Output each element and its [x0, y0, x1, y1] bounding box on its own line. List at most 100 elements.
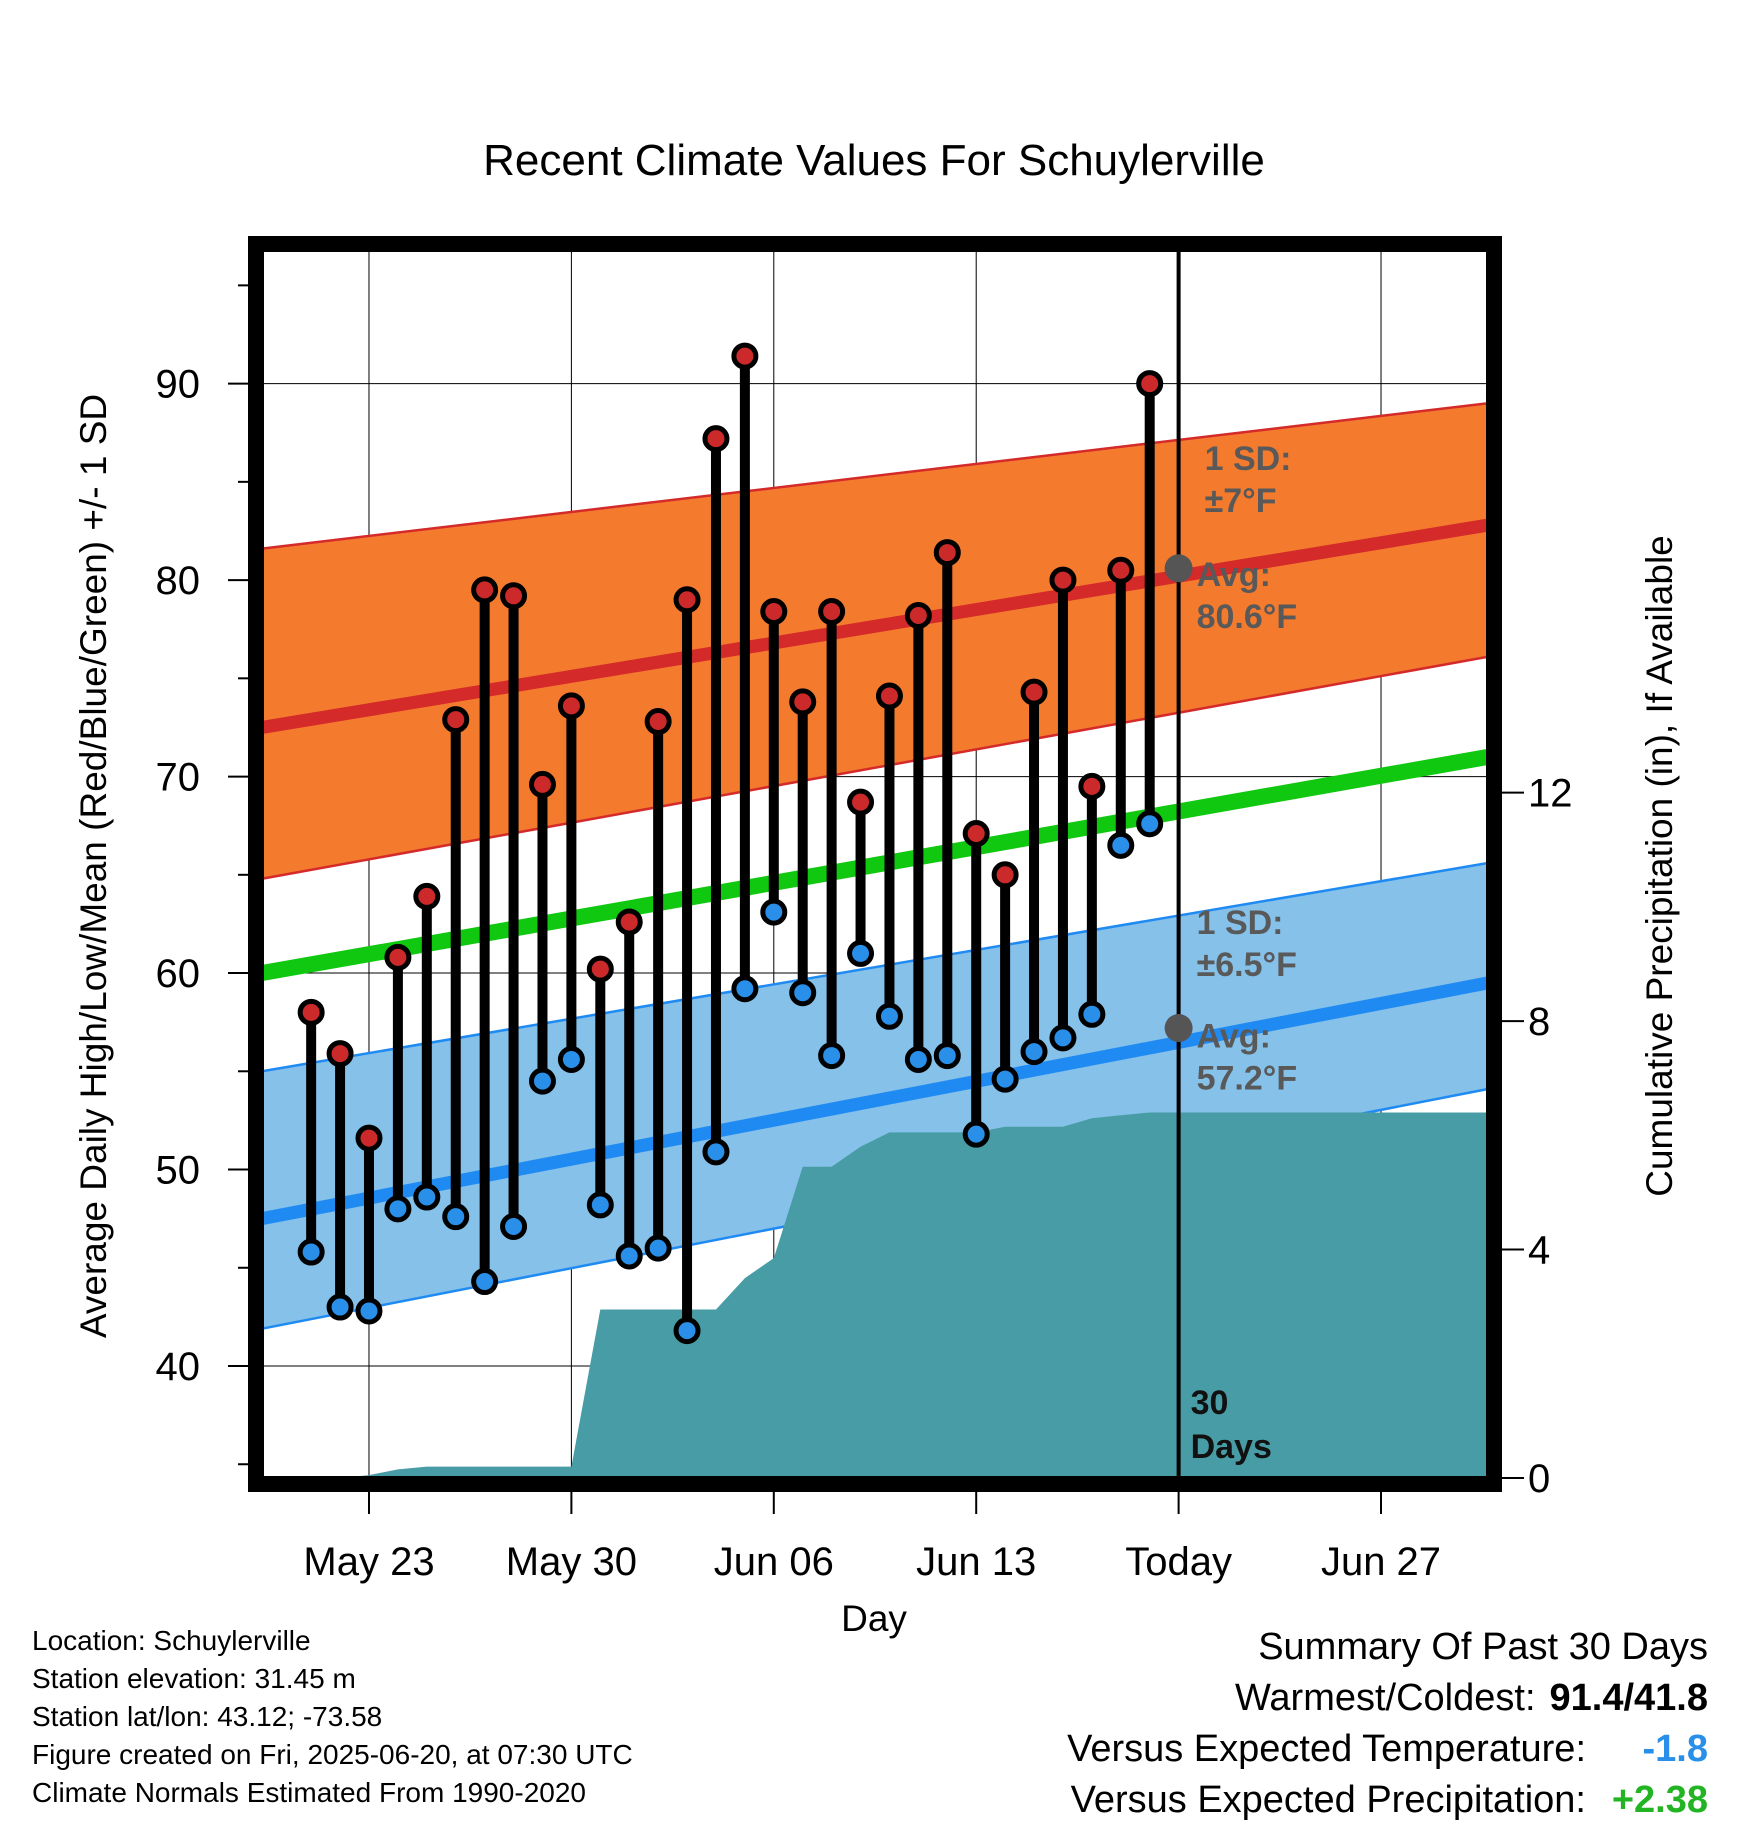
- chart-title: Recent Climate Values For Schuylerville: [483, 136, 1265, 185]
- y-tick-label-70: 70: [156, 756, 201, 800]
- precip-anomaly-value: +2.38: [1611, 1779, 1708, 1821]
- daily-low-point-2025-06-16: [1049, 1024, 1077, 1052]
- daily-low-point-2025-06-01: [615, 1242, 643, 1270]
- precip-anomaly-label: Versus Expected Precipitation:: [1070, 1779, 1586, 1821]
- daily-high-point-2025-06-13: [962, 820, 990, 848]
- low-sd-note: 1 SD: ±6.5°F: [1197, 904, 1297, 984]
- warmest-coldest-label: Warmest/Coldest:: [1234, 1677, 1536, 1719]
- daily-observations: [297, 342, 1164, 1345]
- warmest-coldest-value: 91.4/41.8: [1549, 1677, 1708, 1719]
- daily-high-point-2025-06-06: [760, 598, 788, 626]
- daily-low-point-2025-05-29: [528, 1067, 556, 1095]
- axes: 40 50 60 70 80 90 0 4 8 12 May 23 May 30 Jun 06 Jun 1…: [156, 236, 1573, 1584]
- daily-low-point-2025-05-23: [355, 1297, 383, 1325]
- daily-high-point-2025-05-25: [413, 882, 441, 910]
- y-tick-label-40: 40: [156, 1345, 201, 1389]
- daily-high-point-2025-05-30: [557, 692, 585, 720]
- daily-high-point-2025-06-12: [933, 539, 961, 567]
- y2-tick-label-4: 4: [1528, 1229, 1550, 1273]
- daily-low-point-2025-06-17: [1078, 1000, 1106, 1028]
- plot-frame: [248, 236, 1502, 1492]
- daily-high-point-2025-06-16: [1049, 566, 1077, 594]
- summary-title: Summary Of Past 30 Days: [1258, 1626, 1708, 1668]
- daily-high-point-2025-05-26: [442, 706, 470, 734]
- daily-high-point-2025-06-04: [702, 425, 730, 453]
- normal-high-avg-line: [260, 518, 1490, 734]
- daily-high-point-2025-06-03: [673, 586, 701, 614]
- daily-low-point-2025-06-02: [644, 1234, 672, 1262]
- precip-area: [340, 1112, 1489, 1478]
- daily-high-point-2025-06-18: [1107, 556, 1135, 584]
- normal-low-upper-sd-line: [261, 861, 1489, 1073]
- temp-anomaly-label: Versus Expected Temperature:: [1067, 1728, 1586, 1770]
- today-high-avg-point: [1164, 554, 1193, 583]
- daily-high-point-2025-06-10: [875, 682, 903, 710]
- normal-high-sd-band: [262, 403, 1488, 879]
- window-days-note: 30 Days: [1191, 1384, 1272, 1466]
- daily-low-point-2025-06-12: [933, 1042, 961, 1070]
- daily-high-point-2025-06-02: [644, 708, 672, 736]
- y-tick-label-90: 90: [156, 363, 201, 407]
- temp-anomaly-row: Versus Expected Temperature: -1.8: [1067, 1724, 1708, 1775]
- normal-mean-line: [260, 749, 1490, 981]
- y-tick-label-60: 60: [156, 952, 201, 996]
- cumulative-precip-area: [340, 1112, 1489, 1478]
- y2-tick-label-0: 0: [1528, 1457, 1550, 1501]
- station-info: Location: Schuylerville Station elevatio…: [32, 1622, 633, 1812]
- normal-high-upper-sd-line: [261, 402, 1489, 550]
- daily-low-point-2025-06-13: [962, 1120, 990, 1148]
- y-axis-label: Average Daily High/Low/Mean (Red/Blue/Gr…: [73, 394, 114, 1338]
- daily-high-point-2025-06-07: [789, 688, 817, 716]
- daily-low-point-2025-06-14: [991, 1065, 1019, 1093]
- x-tick-label-2: Jun 06: [714, 1540, 834, 1584]
- daily-low-point-2025-06-04: [702, 1138, 730, 1166]
- daily-low-point-2025-06-11: [904, 1045, 932, 1073]
- daily-low-point-2025-06-19: [1136, 810, 1164, 838]
- warmest-coldest-row: Warmest/Coldest: 91.4/41.8: [1067, 1673, 1708, 1724]
- daily-high-point-2025-06-01: [615, 908, 643, 936]
- daily-low-point-2025-06-10: [875, 1002, 903, 1030]
- normal-high-lower-sd-line: [261, 655, 1489, 880]
- daily-high-point-2025-05-31: [586, 955, 614, 983]
- daily-low-point-2025-05-25: [413, 1183, 441, 1211]
- daily-high-point-2025-06-11: [904, 601, 932, 629]
- x-tick-label-4: Today: [1125, 1540, 1232, 1584]
- daily-high-point-2025-05-24: [384, 943, 412, 971]
- daily-low-point-2025-05-31: [586, 1191, 614, 1219]
- daily-low-point-2025-05-27: [471, 1268, 499, 1296]
- daily-low-point-2025-05-26: [442, 1203, 470, 1231]
- daily-low-point-2025-06-03: [673, 1317, 701, 1345]
- daily-high-point-2025-05-23: [355, 1124, 383, 1152]
- daily-low-point-2025-06-05: [731, 975, 759, 1003]
- low-avg-note: Avg: 57.2°F: [1197, 1018, 1298, 1098]
- daily-low-point-2025-05-21: [297, 1238, 325, 1266]
- daily-low-point-2025-05-24: [384, 1195, 412, 1223]
- daily-high-point-2025-05-27: [471, 576, 499, 604]
- daily-high-point-2025-06-15: [1020, 678, 1048, 706]
- latlon-text: Station lat/lon: 43.12; -73.58: [32, 1701, 383, 1732]
- x-axis-label: Day: [841, 1598, 907, 1639]
- daily-low-point-2025-05-28: [500, 1213, 528, 1241]
- y-tick-label-50: 50: [156, 1149, 201, 1193]
- daily-low-point-2025-06-18: [1107, 831, 1135, 859]
- daily-low-point-2025-05-22: [326, 1293, 354, 1321]
- y2-tick-label-8: 8: [1528, 1000, 1550, 1044]
- daily-high-point-2025-06-08: [818, 598, 846, 626]
- daily-high-point-2025-06-09: [847, 788, 875, 816]
- summary-panel: Summary Of Past 30 Days Warmest/Coldest:…: [1067, 1622, 1708, 1826]
- daily-low-point-2025-06-06: [760, 898, 788, 926]
- daily-high-point-2025-06-19: [1136, 370, 1164, 398]
- y-tick-label-80: 80: [156, 559, 201, 603]
- precip-anomaly-row: Versus Expected Precipitation: +2.38: [1067, 1775, 1708, 1826]
- daily-high-point-2025-05-22: [326, 1040, 354, 1068]
- daily-high-point-2025-06-05: [731, 342, 759, 370]
- daily-low-point-2025-06-09: [847, 939, 875, 967]
- daily-low-point-2025-06-15: [1020, 1038, 1048, 1066]
- normals-text: Climate Normals Estimated From 1990-2020: [32, 1777, 586, 1808]
- daily-high-point-2025-06-14: [991, 861, 1019, 889]
- daily-low-point-2025-05-30: [557, 1045, 585, 1073]
- daily-high-point-2025-05-28: [500, 582, 528, 610]
- created-text: Figure created on Fri, 2025-06-20, at 07…: [32, 1739, 633, 1770]
- daily-high-point-2025-05-21: [297, 998, 325, 1026]
